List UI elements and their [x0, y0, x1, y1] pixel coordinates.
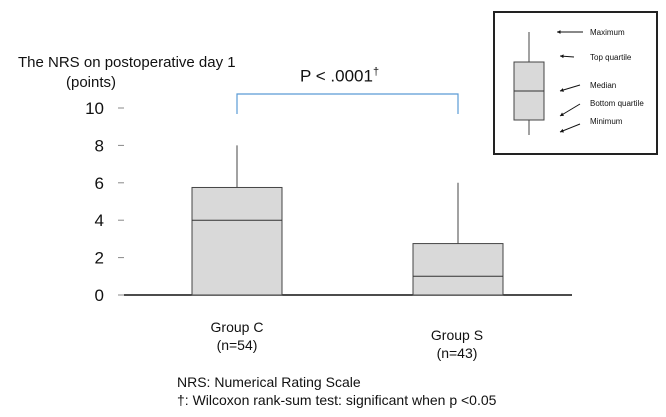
legend-arrow-icon: [559, 103, 581, 117]
group-c-name: Group C: [210, 319, 264, 335]
legend-box: Maximum Top quartile Median Bottom quart…: [493, 11, 658, 155]
group-c-n: (n=54): [216, 337, 258, 353]
legend-arrowhead-icon: [560, 112, 564, 116]
legend-minimum-label: Minimum: [590, 117, 623, 126]
legend-arrowhead-icon: [560, 128, 564, 133]
y-tick-label: 10: [85, 99, 104, 118]
legend-layer: [513, 30, 583, 135]
y-tick-label: 6: [95, 174, 104, 193]
significance-bracket: [236, 93, 459, 114]
y-tick-label: 4: [95, 211, 104, 230]
legend-median-label: Median: [590, 81, 617, 90]
y-axis-unit-label: (points): [66, 74, 117, 91]
legend-bottom-quartile-label: Bottom quartile: [590, 99, 644, 108]
legend-maximum-label: Maximum: [590, 28, 625, 37]
iqr-box: [191, 186, 283, 296]
legend-arrowhead-icon: [557, 30, 561, 34]
y-tick-label: 0: [95, 286, 104, 305]
abbreviation-note: NRS: Numerical Rating Scale: [177, 374, 361, 390]
group-s-name: Group S: [430, 327, 484, 343]
significance-label: P < .0001†: [300, 66, 379, 87]
significance-mark: †: [372, 66, 380, 78]
y-axis-label: The NRS on postoperative day 1: [18, 54, 236, 71]
y-tick-label: 2: [95, 249, 104, 268]
significance-bracket-layer: [236, 93, 459, 114]
group-c-label: Group C (n=54): [177, 318, 297, 354]
significance-text: P < .0001: [300, 66, 373, 86]
group-s-label: Group S (n=43): [397, 326, 517, 362]
y-tick-label: 8: [95, 136, 104, 155]
group-s-n: (n=43): [436, 345, 478, 361]
legend-top-quartile-label: Top quartile: [590, 53, 632, 62]
legend-arrowhead-icon: [560, 88, 564, 92]
iqr-box: [412, 243, 504, 296]
box-layer: [191, 145, 504, 296]
legend-arrowhead-icon: [560, 54, 564, 59]
test-note: †: Wilcoxon rank-sum test: significant w…: [177, 392, 497, 408]
legend-arrow-icon: [559, 123, 581, 133]
